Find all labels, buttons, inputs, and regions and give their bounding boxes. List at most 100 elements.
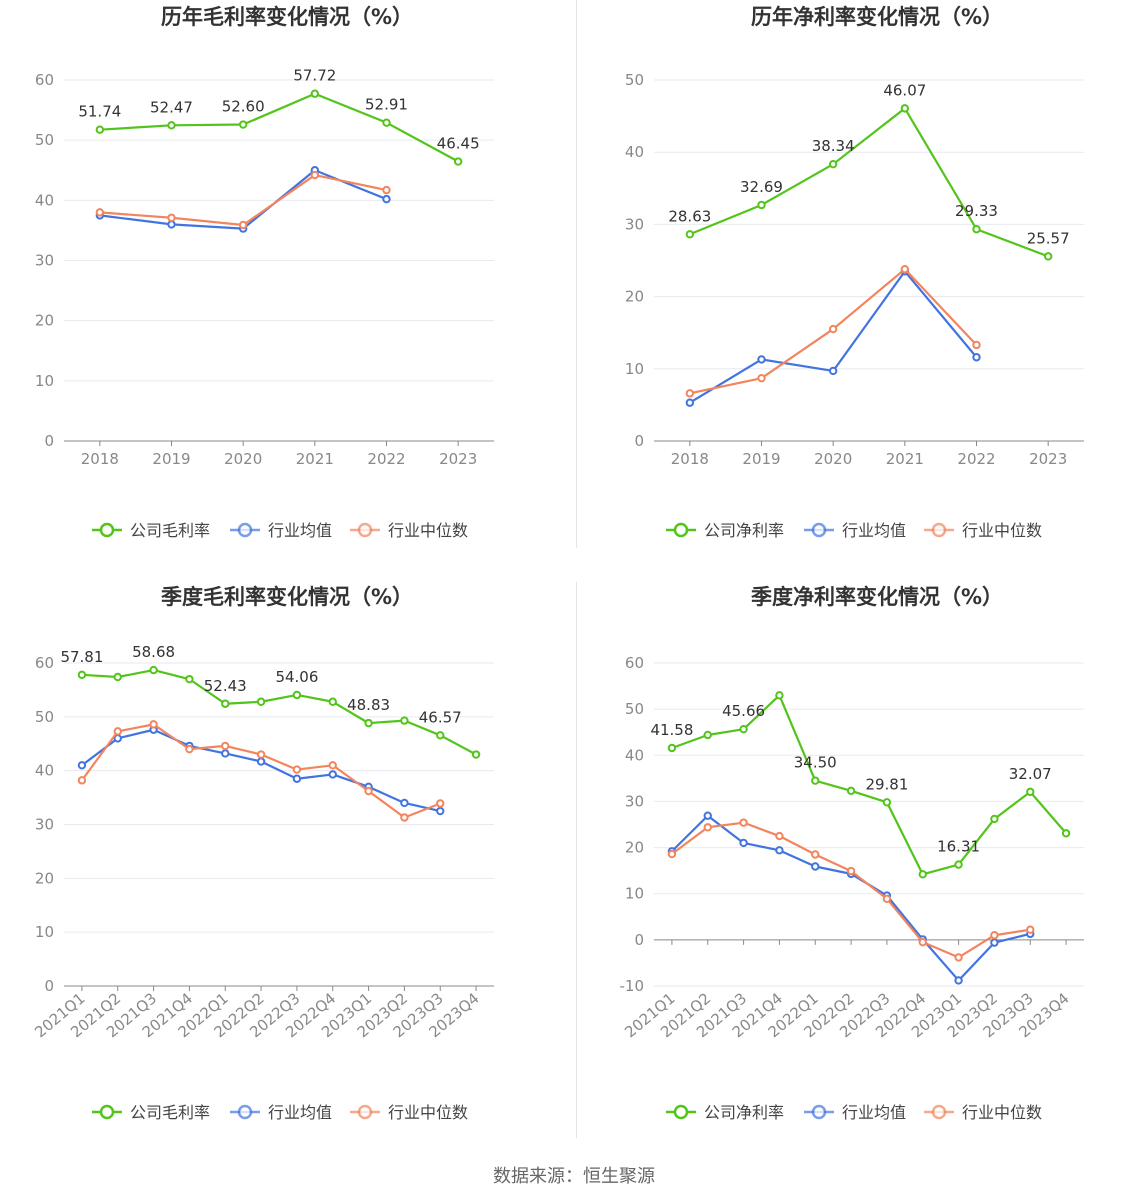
data-point: [382, 194, 391, 204]
data-point: [328, 770, 337, 779]
data-point: [221, 741, 230, 751]
data-point: [828, 324, 838, 334]
y-tick-label: 60: [625, 654, 644, 672]
legend-label: 行业中位数: [962, 1103, 1042, 1122]
x-tick-label: 2019: [742, 450, 780, 468]
data-point: [846, 786, 856, 796]
legend-label: 行业均值: [268, 1103, 332, 1122]
y-tick-label: 20: [625, 839, 644, 857]
legend-label: 行业均值: [842, 1103, 906, 1122]
data-point: [990, 931, 999, 940]
data-point: [167, 121, 176, 130]
y-tick-label: 40: [625, 143, 644, 161]
data-point: [453, 157, 463, 166]
data-point: [256, 757, 266, 766]
data-point: [990, 938, 999, 947]
data-point: [828, 366, 838, 376]
legend-item: 行业中位数: [350, 521, 468, 540]
data-point: [221, 749, 230, 758]
data-point: [811, 862, 820, 871]
data-label: 48.83: [347, 696, 390, 714]
data-point: [757, 373, 766, 383]
data-point: [77, 670, 87, 679]
chart-title: 季度净利率变化情况（%）: [751, 585, 1003, 609]
data-point: [811, 850, 820, 859]
data-point: [221, 699, 230, 708]
chart-svg: 季度毛利率变化情况（%）01020304050602021Q12021Q2202…: [31, 585, 494, 1122]
divider-top: [576, 0, 577, 548]
legend-item: 公司毛利率: [92, 521, 210, 540]
data-label: 52.60: [222, 98, 265, 116]
data-point: [667, 849, 677, 859]
x-tick-label: 2018: [81, 450, 119, 468]
y-tick-label: 50: [35, 708, 54, 726]
y-tick-label: 60: [35, 71, 54, 89]
legend-swatch-marker: [99, 1104, 115, 1120]
data-point: [1061, 829, 1071, 838]
data-point: [77, 761, 87, 770]
series-line-industry-avg: [99, 169, 387, 230]
legend-swatch-marker: [99, 522, 115, 538]
data-label: 45.66: [722, 702, 765, 720]
data-point: [1043, 252, 1053, 261]
data-point: [900, 264, 910, 274]
legend-item: 行业均值: [804, 1103, 906, 1122]
data-point: [328, 697, 337, 706]
data-point: [685, 398, 695, 407]
x-tick-label: 2022: [367, 450, 405, 468]
data-point: [775, 691, 784, 700]
chart-svg: 历年净利率变化情况（%） 0 10 20 30 40 50 2018 2019 2020 2021 2…: [625, 5, 1084, 540]
legend-item: 公司净利率: [666, 1103, 784, 1122]
data-point: [954, 953, 963, 962]
data-label: 52.91: [365, 96, 408, 114]
data-point: [364, 786, 373, 796]
data-point: [256, 750, 266, 759]
legend-label: 行业中位数: [962, 521, 1042, 540]
legend-item: 行业均值: [804, 521, 906, 540]
series-line-company: [689, 107, 1049, 258]
legend-item: 公司净利率: [666, 521, 784, 540]
y-tick-label: 10: [35, 923, 54, 941]
data-label: 54.06: [275, 668, 318, 686]
legend-swatch-marker: [357, 522, 373, 538]
x-tick-label: 2021: [296, 450, 334, 468]
data-point: [292, 774, 302, 783]
legend-item: 行业均值: [230, 1103, 332, 1122]
chart-title: 历年毛利率变化情况（%）: [161, 5, 413, 29]
data-label: 41.58: [650, 721, 693, 739]
legend-label: 公司净利率: [704, 521, 784, 540]
data-label: 52.47: [150, 98, 193, 116]
y-tick-label: 0: [44, 977, 54, 995]
legend-label: 公司毛利率: [130, 1103, 210, 1122]
y-tick-label: 50: [625, 71, 644, 89]
legend-swatch-marker: [673, 522, 689, 538]
data-point: [95, 125, 105, 134]
data-point: [167, 213, 176, 222]
data-label: 16.31: [937, 838, 980, 856]
x-tick-label: 2019: [152, 450, 190, 468]
data-point: [310, 170, 320, 180]
data-point: [954, 860, 963, 869]
y-tick-label: 30: [35, 252, 54, 270]
data-point: [149, 720, 158, 729]
data-point: [685, 230, 695, 239]
x-tick-label: 2022: [957, 450, 995, 468]
data-label: 51.74: [78, 103, 121, 121]
data-point: [382, 118, 391, 127]
legend-swatch-marker: [931, 1104, 947, 1120]
legend-swatch-marker: [357, 1104, 373, 1120]
data-point: [185, 744, 194, 754]
series-line-company: [99, 92, 459, 163]
data-point: [918, 870, 927, 879]
data-point: [811, 776, 820, 785]
chart-svg: 历年毛利率变化情况（%） 0 10 20 30 40 50 60 2018 2019 2020 202…: [35, 5, 494, 540]
chart-annual-gross-margin: 历年毛利率变化情况（%） 0 10 20 30 40 50 60 2018 2019 2020 202…: [0, 0, 574, 580]
data-point: [757, 200, 766, 210]
data-point: [167, 220, 176, 229]
data-label: 32.69: [740, 178, 783, 196]
y-tick-label: 50: [625, 700, 644, 718]
data-point: [436, 731, 445, 740]
data-point: [739, 818, 748, 827]
data-point: [954, 976, 963, 985]
y-tick-label: 0: [634, 432, 644, 450]
